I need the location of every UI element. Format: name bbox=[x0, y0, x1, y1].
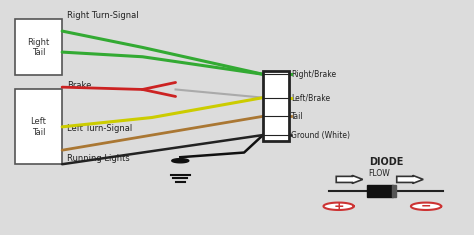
Text: Brake: Brake bbox=[67, 82, 91, 90]
FancyArrow shape bbox=[397, 176, 423, 183]
Text: Left/Brake: Left/Brake bbox=[292, 93, 330, 102]
Polygon shape bbox=[323, 203, 354, 210]
Bar bbox=[15, 90, 62, 164]
Polygon shape bbox=[172, 159, 189, 163]
Text: −: − bbox=[421, 200, 431, 213]
Text: Right
Tail: Right Tail bbox=[27, 38, 50, 57]
Text: +: + bbox=[333, 200, 344, 213]
Text: DIODE: DIODE bbox=[369, 157, 403, 167]
Text: Tail: Tail bbox=[292, 112, 304, 121]
Bar bbox=[367, 184, 393, 197]
Text: Right Turn-Signal: Right Turn-Signal bbox=[67, 11, 138, 20]
Bar bbox=[263, 71, 289, 141]
Text: Left
Tail: Left Tail bbox=[30, 117, 46, 137]
Text: Running Lights: Running Lights bbox=[67, 154, 129, 163]
Polygon shape bbox=[411, 203, 441, 210]
Text: FLOW: FLOW bbox=[368, 169, 390, 178]
Text: Right/Brake: Right/Brake bbox=[292, 70, 337, 79]
Text: Left Turn-Signal: Left Turn-Signal bbox=[67, 124, 132, 133]
Text: Ground (White): Ground (White) bbox=[292, 130, 350, 140]
Bar bbox=[392, 184, 396, 197]
FancyArrow shape bbox=[336, 176, 363, 183]
Bar bbox=[15, 19, 62, 75]
